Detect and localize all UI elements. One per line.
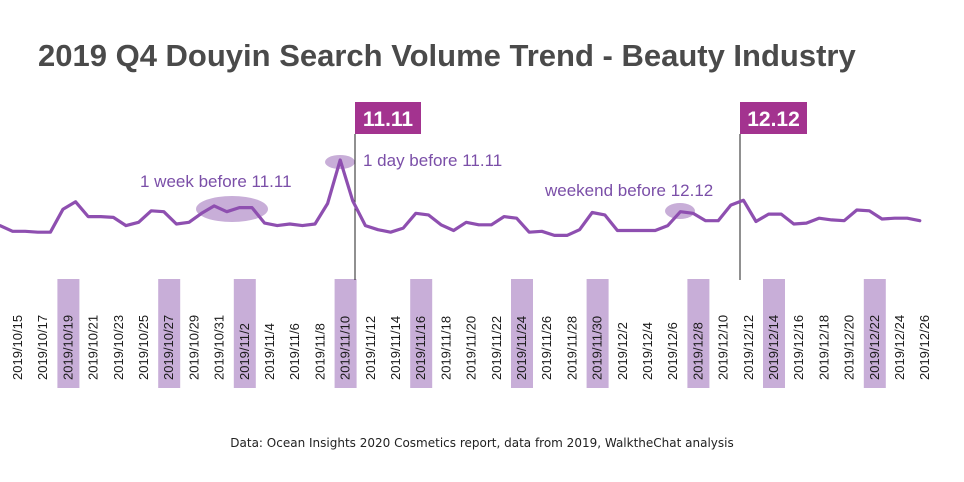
annotations: 1 week before 11.11 1 day before 11.11 wee… <box>140 151 713 200</box>
x-tick-label: 2019/10/19 <box>60 315 75 380</box>
x-tick-label: 2019/12/26 <box>917 315 932 380</box>
x-tick-label: 2019/12/20 <box>842 315 857 380</box>
weekend-highlight <box>158 279 181 388</box>
weekend-highlight <box>334 279 357 388</box>
x-tick-label: 2019/11/26 <box>539 316 554 380</box>
x-tick-label: 2019/10/15 <box>10 315 25 380</box>
x-tick-label: 2019/10/31 <box>212 315 227 380</box>
x-tick-label: 2019/11/24 <box>514 316 529 380</box>
x-tick-label: 2019/11/16 <box>413 316 428 380</box>
x-tick-label: 2019/12/4 <box>640 322 655 380</box>
x-tick-label: 2019/11/6 <box>287 323 302 380</box>
x-tick-label: 2019/11/4 <box>262 323 277 380</box>
x-tick-label: 2019/11/28 <box>564 316 579 380</box>
x-tick-label: 2019/10/23 <box>111 315 126 380</box>
x-tick-label: 2019/11/22 <box>489 316 504 380</box>
x-tick-label: 2019/12/24 <box>892 315 907 380</box>
x-tick-label: 2019/11/14 <box>388 316 403 380</box>
x-tick-label: 2019/12/12 <box>741 315 756 380</box>
weekend-highlight <box>57 279 80 388</box>
source-note: Data: Ocean Insights 2020 Cosmetics repo… <box>230 436 733 450</box>
annotation-text: weekend before 12.12 <box>544 181 713 200</box>
x-tick-label: 2019/12/2 <box>615 322 630 380</box>
x-tick-label: 2019/10/29 <box>186 315 201 380</box>
weekend-highlight <box>586 279 609 388</box>
x-tick-label: 2019/12/18 <box>816 315 831 380</box>
series-line <box>0 158 922 237</box>
x-tick-label: 2019/11/10 <box>338 316 353 380</box>
event-label-box <box>355 102 421 134</box>
event-label: 12.12 <box>747 108 800 131</box>
weekend-highlight <box>410 279 433 388</box>
x-tick-label: 2019/12/22 <box>867 315 882 380</box>
x-tick-label: 2019/10/27 <box>161 315 176 380</box>
x-tick-label: 2019/11/30 <box>590 316 605 380</box>
x-tick-label: 2019/12/10 <box>716 315 731 380</box>
x-tick-label: 2019/11/20 <box>464 316 479 380</box>
x-tick-label: 2019/11/18 <box>438 316 453 380</box>
x-tick-label: 2019/10/21 <box>86 315 101 380</box>
chart-title: 2019 Q4 Douyin Search Volume Trend - Bea… <box>38 38 856 73</box>
weekend-highlight <box>233 279 256 388</box>
annotation-text: 1 day before 11.11 <box>363 151 502 170</box>
annotation-text: 1 week before 11.11 <box>140 172 292 191</box>
weekend-highlights <box>57 279 886 388</box>
x-tick-label: 2019/10/17 <box>35 315 50 380</box>
event-labels: 11.11 12.12 <box>355 102 807 134</box>
x-tick-label: 2019/11/12 <box>363 316 378 380</box>
x-tick-label: 2019/12/6 <box>665 322 680 380</box>
x-tick-label: 2019/12/16 <box>791 315 806 380</box>
weekend-highlight <box>763 279 785 388</box>
x-tick-label: 2019/10/25 <box>136 315 151 380</box>
weekend-highlight <box>687 279 710 388</box>
x-tick-label: 2019/12/14 <box>766 315 781 380</box>
x-tick-label: 2019/11/2 <box>237 323 252 380</box>
x-tick-label: 2019/11/8 <box>312 323 327 380</box>
x-axis-tick-labels: 2019/10/15 2019/10/17 2019/10/19 2019/10/21… <box>10 315 932 380</box>
event-label: 11.11 <box>363 108 414 131</box>
weekend-highlight <box>863 279 886 388</box>
x-tick-label: 2019/12/8 <box>690 322 705 380</box>
event-label-box <box>740 102 807 134</box>
weekend-highlight <box>511 279 533 388</box>
